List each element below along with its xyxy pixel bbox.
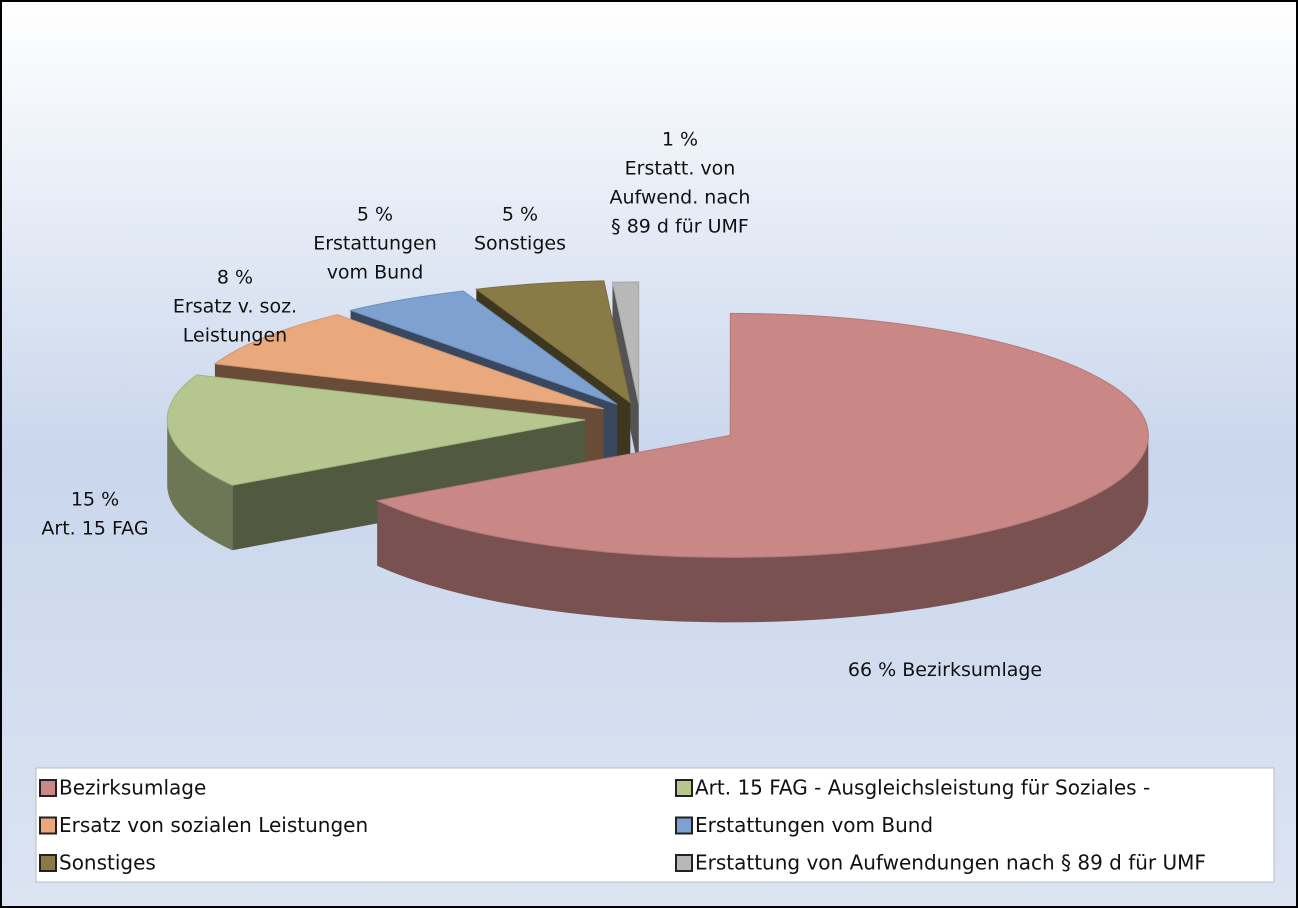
slice-side (167, 419, 233, 551)
category-label: Erstatt. von (625, 158, 736, 180)
legend-label: Ersatz von sozialen Leistungen (59, 813, 368, 837)
legend-marker (675, 816, 693, 835)
legend-label: Erstattung von Aufwendungen nach § 89 d … (695, 851, 1206, 875)
legend-marker (39, 816, 57, 835)
legend-marker (675, 854, 693, 872)
pie-slice (166, 374, 586, 486)
category-label: Leistungen (183, 325, 287, 347)
pie-slice (474, 280, 631, 404)
legend-marker (675, 779, 693, 797)
value-label: 1 % (662, 129, 698, 151)
category-label: Sonstiges (474, 233, 566, 255)
value-label: 5 % (357, 204, 393, 226)
slice-side (377, 435, 1149, 623)
value-label: 66 % (848, 659, 896, 681)
legend-label: Art. 15 FAG - Ausgleichsleistung für Soz… (695, 776, 1150, 800)
value-label: 8 % (217, 267, 253, 289)
category-label: Aufwend. nach (610, 187, 751, 209)
category-label: Erstattungen (313, 233, 437, 255)
pie-slice (348, 290, 618, 405)
category-label: § 89 d für UMF (611, 216, 749, 238)
pie-slice (375, 312, 1149, 558)
legend-marker (39, 854, 57, 872)
legend-box (35, 767, 1275, 883)
value-label: 5 % (502, 204, 538, 226)
category-label: Art. 15 FAG (41, 518, 148, 540)
category-label: Ersatz v. soz. (173, 296, 297, 318)
pie-slice (213, 314, 604, 410)
slice-wall (612, 282, 639, 469)
category-label: vom Bund (327, 262, 424, 284)
legend-label: Erstattungen vom Bund (695, 813, 933, 837)
pie-slice (611, 281, 640, 405)
data-label: 66 % Bezirksumlage (848, 659, 1042, 681)
legend-label: Bezirksumlage (59, 776, 206, 800)
legend-label: Sonstiges (59, 851, 156, 875)
value-label: 15 % (71, 489, 119, 511)
category-label: Bezirksumlage (902, 659, 1042, 681)
legend-marker (39, 779, 57, 797)
